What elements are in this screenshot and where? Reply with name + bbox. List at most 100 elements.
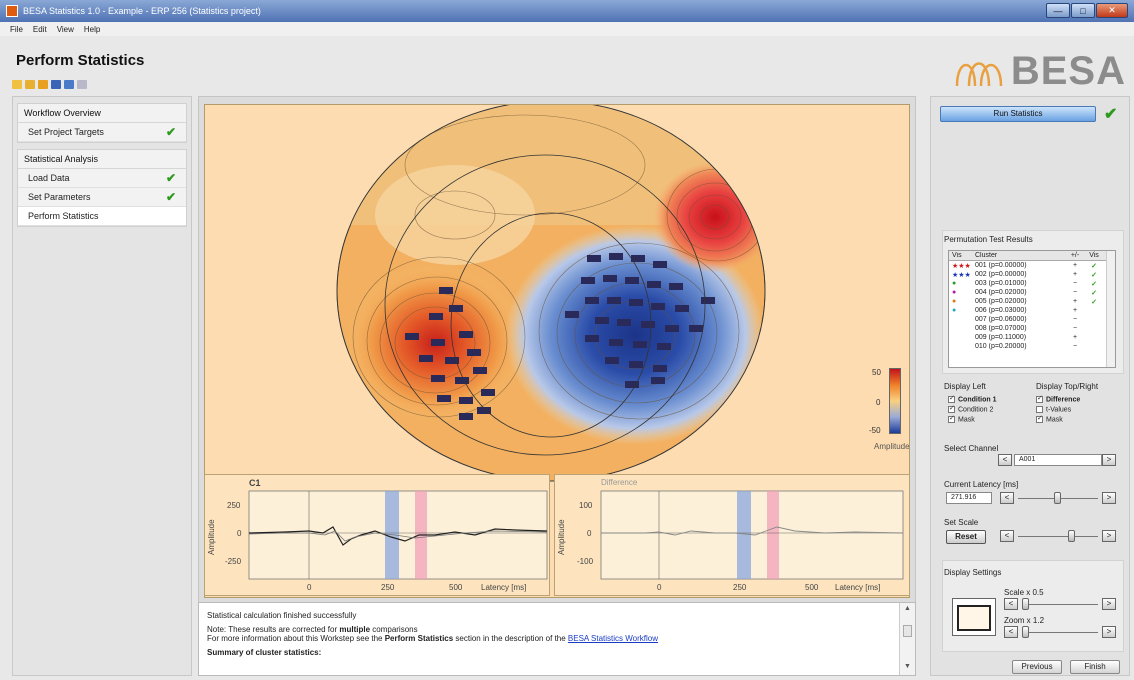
workflow-overview-header[interactable]: Workflow Overview xyxy=(18,104,186,123)
scale-slider-track[interactable] xyxy=(1018,536,1098,537)
previous-button[interactable]: Previous xyxy=(1012,660,1062,674)
option-mask-left[interactable]: Mask xyxy=(948,414,975,423)
checkbox-icon[interactable] xyxy=(1036,406,1043,413)
menu-file[interactable]: File xyxy=(10,24,23,34)
checkbox-icon[interactable] xyxy=(1036,394,1043,403)
menu-edit[interactable]: Edit xyxy=(32,24,47,34)
cluster-label: 008 (p=0.07000) xyxy=(975,325,1027,332)
latency-input[interactable]: 271.916 xyxy=(946,492,992,504)
difference-title: Difference xyxy=(601,478,638,487)
option-condition-1[interactable]: Condition 1 xyxy=(948,394,997,403)
cluster-row[interactable]: 007 (p=0.06000) − xyxy=(949,315,1115,324)
scroll-up-icon[interactable]: ▲ xyxy=(904,605,911,612)
menu-view[interactable]: View xyxy=(56,24,74,34)
col-sign[interactable]: +/- xyxy=(1070,252,1080,259)
cluster-label: 007 (p=0.06000) xyxy=(975,316,1027,323)
cluster-visible-check[interactable]: ✓ xyxy=(1091,262,1097,270)
cluster-row[interactable]: ★★★ 001 (p=0.00000) + ✓ xyxy=(949,261,1115,270)
channel-select[interactable]: A001 xyxy=(1014,454,1102,466)
cluster-marker-icon: ★★★ xyxy=(952,262,971,270)
cluster-visible-check[interactable]: ✓ xyxy=(1091,280,1097,288)
scroll-down-icon[interactable]: ▼ xyxy=(904,663,911,670)
workflow-item-perform-statistics[interactable]: Perform Statistics xyxy=(18,207,186,226)
checkbox-icon[interactable] xyxy=(948,404,955,413)
waveform-difference-plot[interactable]: Difference Amplitude 100 0 -100 0 250 50… xyxy=(554,474,910,596)
display-scale-slider-track[interactable] xyxy=(1022,604,1098,605)
channel-label: C1 xyxy=(249,478,261,488)
latency-next-button[interactable]: > xyxy=(1102,492,1116,504)
channel-prev-button[interactable]: < xyxy=(998,454,1012,466)
scroll-thumb[interactable] xyxy=(903,625,912,637)
help-icon[interactable] xyxy=(77,80,87,89)
cluster-visible-check[interactable]: ✓ xyxy=(1091,271,1097,279)
zoom-slider-track[interactable] xyxy=(1022,632,1098,633)
workflow-item-load-data[interactable]: Load Data ✔ xyxy=(18,169,186,188)
display-scale-next-button[interactable]: > xyxy=(1102,598,1116,610)
cluster-row[interactable]: ● 004 (p=0.02000) − ✓ xyxy=(949,288,1115,297)
zoom-next-button[interactable]: > xyxy=(1102,626,1116,638)
finish-button[interactable]: Finish xyxy=(1070,660,1120,674)
scale-next-button[interactable]: > xyxy=(1102,530,1116,542)
cluster-visible-check[interactable]: ✓ xyxy=(1091,289,1097,297)
scale-prev-button[interactable]: < xyxy=(1000,530,1014,542)
cluster-row[interactable]: 008 (p=0.07000) − xyxy=(949,324,1115,333)
cluster-row[interactable]: ● 006 (p=0.03000) + xyxy=(949,306,1115,315)
x-axis-label: Latency [ms] xyxy=(835,583,881,592)
workflow-description-link[interactable]: BESA Statistics Workflow xyxy=(567,634,659,643)
display-scale-slider-knob[interactable] xyxy=(1022,598,1029,610)
display-preview-frame xyxy=(957,605,991,631)
run-statistics-button[interactable]: Run Statistics xyxy=(940,106,1096,122)
maximize-button[interactable]: □ xyxy=(1071,3,1095,18)
zoom-prev-button[interactable]: < xyxy=(1004,626,1018,638)
checkbox-icon[interactable] xyxy=(1036,414,1043,423)
latency-prev-button[interactable]: < xyxy=(1000,492,1014,504)
option-label: Difference xyxy=(1046,396,1081,404)
save-icon[interactable] xyxy=(51,80,61,89)
cluster-visible-check[interactable]: ✓ xyxy=(1091,298,1097,306)
channel-next-button[interactable]: > xyxy=(1102,454,1116,466)
close-button[interactable]: ✕ xyxy=(1096,3,1128,18)
cluster-sign: − xyxy=(1072,280,1078,287)
option-t-values[interactable]: t-Values xyxy=(1036,406,1071,413)
colorbar-mid-label: 0 xyxy=(876,398,881,407)
statistical-analysis-header[interactable]: Statistical Analysis xyxy=(18,150,186,169)
cluster-row[interactable]: 010 (p=0.20000) − xyxy=(949,342,1115,351)
option-mask-right[interactable]: Mask xyxy=(1036,414,1063,423)
export-icon[interactable] xyxy=(64,80,74,89)
open-folder-icon[interactable] xyxy=(25,80,35,89)
cluster-row[interactable]: ● 005 (p=0.02000) + ✓ xyxy=(949,297,1115,306)
cluster-list[interactable]: Vis Cluster +/- Vis ★★★ 001 (p=0.00000) + ✓… xyxy=(948,250,1116,368)
menu-help[interactable]: Help xyxy=(83,24,101,34)
x-tick: 0 xyxy=(657,583,662,592)
checkbox-icon[interactable] xyxy=(948,394,955,403)
waveform-channel-plot[interactable]: C1 Amplitude 250 0 -250 0 250 500 Latenc… xyxy=(204,474,550,596)
reset-scale-button[interactable]: Reset xyxy=(946,530,986,544)
zoom-slider-knob[interactable] xyxy=(1022,626,1029,638)
workflow-item-label: Perform Statistics xyxy=(28,211,99,221)
cluster-list-scrollbar[interactable] xyxy=(1106,251,1115,367)
cluster-row[interactable]: ★★★ 002 (p=0.00000) + ✓ xyxy=(949,270,1115,279)
cluster-label: 001 (p=0.00000) xyxy=(975,262,1027,269)
display-topright-title: Display Top/Right xyxy=(1036,382,1099,391)
option-condition-2[interactable]: Condition 2 xyxy=(948,404,993,413)
workflow-item-label: Set Parameters xyxy=(28,192,91,202)
workflow-item-set-parameters[interactable]: Set Parameters ✔ xyxy=(18,188,186,207)
results-log[interactable]: Statistical calculation finished success… xyxy=(198,602,916,676)
results-scrollbar[interactable]: ▲ ▼ xyxy=(899,603,915,675)
col-vis[interactable]: Vis xyxy=(952,252,962,259)
cluster-marker-icon: ● xyxy=(952,307,957,314)
col-vis-2[interactable]: Vis xyxy=(1089,252,1099,259)
cluster-row[interactable]: 009 (p=0.11000) + xyxy=(949,333,1115,342)
option-difference[interactable]: Difference xyxy=(1036,394,1081,404)
scale-slider-knob[interactable] xyxy=(1068,530,1075,542)
cluster-sign: − xyxy=(1072,316,1078,323)
display-scale-prev-button[interactable]: < xyxy=(1004,598,1018,610)
workflow-item-set-project-targets[interactable]: Set Project Targets ✔ xyxy=(18,123,186,142)
checkbox-icon[interactable] xyxy=(948,414,955,423)
col-cluster[interactable]: Cluster xyxy=(975,252,998,259)
open-project-icon[interactable] xyxy=(38,80,48,89)
minimize-button[interactable]: — xyxy=(1046,3,1070,18)
latency-slider-knob[interactable] xyxy=(1054,492,1061,504)
cluster-row[interactable]: ● 003 (p=0.01000) − ✓ xyxy=(949,279,1115,288)
new-icon[interactable] xyxy=(12,80,22,89)
